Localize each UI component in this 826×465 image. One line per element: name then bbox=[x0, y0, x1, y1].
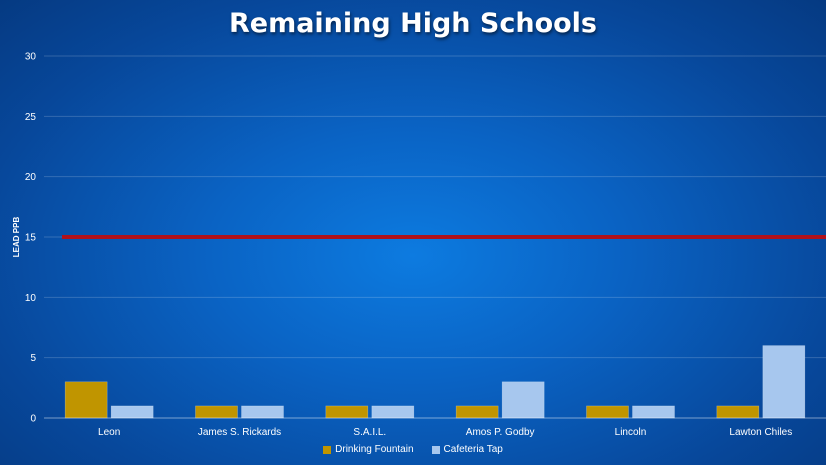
y-tick-label-30: 30 bbox=[25, 52, 37, 63]
y-tick-label-10: 10 bbox=[25, 293, 37, 304]
legend-item-drinking-fountain: Drinking Fountain bbox=[323, 444, 414, 455]
bar-cafeteria-tap-1 bbox=[241, 405, 284, 419]
x-tick-label-2: S.A.I.L. bbox=[353, 427, 386, 438]
chart-legend: Drinking Fountain Cafeteria Tap bbox=[0, 444, 826, 455]
chart-title: Remaining High Schools bbox=[228, 8, 598, 39]
legend-label-drinking-fountain: Drinking Fountain bbox=[335, 444, 414, 455]
bar-cafeteria-tap-3 bbox=[501, 381, 545, 419]
bar-cafeteria-tap-4 bbox=[632, 405, 675, 419]
bar-drinking-fountain-2 bbox=[325, 405, 369, 419]
y-tick-label-25: 25 bbox=[25, 112, 37, 123]
legend-label-cafeteria-tap: Cafeteria Tap bbox=[443, 444, 503, 455]
x-tick-label-4: Lincoln bbox=[615, 427, 647, 438]
y-tick-label-20: 20 bbox=[25, 172, 37, 183]
bar-drinking-fountain-3 bbox=[455, 405, 499, 419]
y-tick-label-15: 15 bbox=[25, 233, 37, 244]
x-tick-label-1: James S. Rickards bbox=[198, 427, 281, 438]
y-axis-label: LEAD PPB bbox=[12, 217, 21, 258]
bar-drinking-fountain-1 bbox=[195, 405, 238, 419]
y-tick-label-0: 0 bbox=[30, 414, 36, 425]
legend-swatch-cafeteria-tap bbox=[431, 445, 440, 454]
bar-cafeteria-tap-5 bbox=[762, 345, 806, 419]
x-tick-label-5: Lawton Chiles bbox=[729, 427, 792, 438]
legend-item-cafeteria-tap: Cafeteria Tap bbox=[431, 444, 503, 455]
bar-drinking-fountain-4 bbox=[586, 405, 629, 419]
bar-cafeteria-tap-0 bbox=[110, 405, 154, 419]
legend-swatch-drinking-fountain bbox=[323, 445, 332, 454]
x-tick-label-0: Leon bbox=[98, 427, 120, 438]
bar-cafeteria-tap-2 bbox=[371, 405, 415, 419]
chart-plot: 0 5 10 15 20 25 30 LEAD PPB Leon James S. Rickard… bbox=[12, 52, 826, 438]
x-tick-label-3: Amos P. Godby bbox=[466, 427, 535, 438]
bar-drinking-fountain-0 bbox=[64, 381, 108, 419]
y-tick-label-5: 5 bbox=[30, 353, 36, 364]
bar-drinking-fountain-5 bbox=[716, 405, 760, 419]
